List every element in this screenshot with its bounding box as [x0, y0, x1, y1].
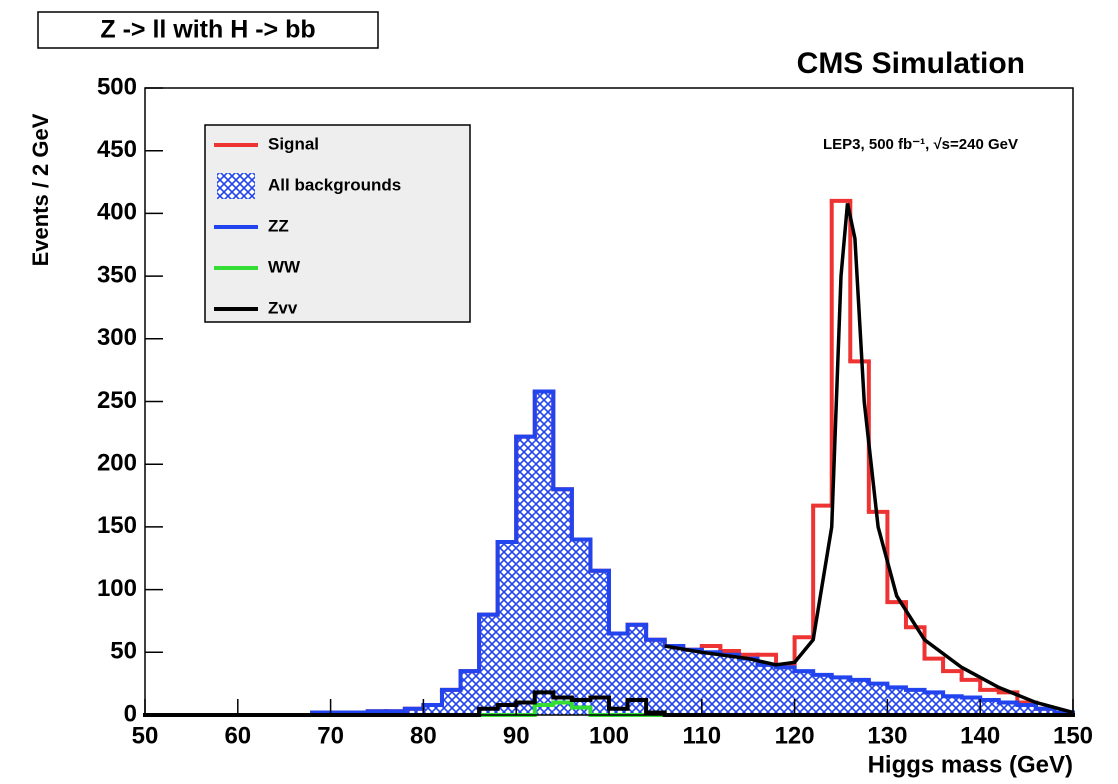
histogram-bar: [961, 697, 981, 715]
fit-curve: [664, 203, 1074, 715]
histogram-bar: [441, 689, 461, 715]
histogram-bar: [404, 708, 424, 715]
histogram-bar: [813, 674, 832, 715]
y-tick-label: 500: [97, 73, 137, 100]
x-tick-label: 80: [410, 722, 437, 749]
histogram-bar: [701, 652, 721, 715]
histogram-bar: [794, 671, 814, 715]
y-tick-label: 150: [97, 512, 137, 539]
histogram-bar: [738, 658, 758, 715]
histogram-bar: [924, 692, 944, 715]
legend-box: [204, 124, 471, 323]
histogram-bar: [980, 699, 999, 715]
histogram-bar: [646, 639, 665, 715]
histogram-bar: [534, 391, 554, 715]
legend-label: Signal: [268, 134, 319, 153]
histogram-bar: [831, 677, 851, 715]
x-tick-label: 140: [960, 722, 1000, 749]
histogram-bar: [776, 667, 795, 715]
histogram-bar: [905, 689, 925, 715]
legend-label: ZZ: [268, 216, 289, 235]
y-tick-label: 450: [97, 136, 137, 163]
histogram-bar: [887, 687, 906, 715]
y-tick-label: 350: [97, 261, 137, 288]
x-axis-label: Higgs mass (GeV): [868, 751, 1073, 778]
histogram-bar: [497, 541, 517, 715]
legend: Signal All backgrounds ZZ WW Zvv: [214, 134, 401, 317]
histogram-bar: [943, 696, 962, 715]
histogram-bar: [1035, 708, 1055, 715]
histogram-bar: [479, 614, 498, 715]
title-box: [37, 11, 379, 49]
x-tick-label: 120: [775, 722, 815, 749]
x-tick-label: 110: [682, 722, 721, 749]
legend-label: Zvv: [268, 298, 298, 317]
x-tick-label: 90: [503, 722, 530, 749]
y-axis-label: Events / 2 GeV: [28, 113, 53, 266]
histogram-bar: [553, 489, 572, 715]
x-tick-label: 150: [1053, 722, 1093, 749]
x-tick-label: 50: [132, 722, 159, 749]
histogram-bar: [720, 654, 739, 715]
x-tick-label: 130: [867, 722, 907, 749]
chart-title: Z -> ll with H -> bb: [100, 16, 315, 44]
legend-label: WW: [268, 257, 301, 276]
y-tick-label: 300: [97, 324, 137, 351]
y-tick-label: 200: [97, 450, 137, 477]
legend-label: All backgrounds: [268, 175, 401, 194]
histogram-bar: [868, 683, 888, 715]
x-tick-label: 100: [589, 722, 629, 749]
histogram-bar: [590, 570, 609, 715]
y-tick-label: 0: [124, 700, 137, 727]
annotation: LEP3, 500 fb⁻¹, √s=240 GeV: [823, 136, 1018, 153]
y-tick-label: 250: [97, 387, 137, 414]
histogram-bar: [571, 539, 591, 715]
histogram-bar: [609, 633, 628, 715]
histogram-bar: [460, 671, 480, 715]
histogram-bar: [664, 646, 684, 715]
x-tick-label: 60: [224, 722, 251, 749]
histogram-bar: [683, 649, 702, 715]
histogram-bar: [757, 664, 777, 715]
histogram-bar: [1017, 704, 1036, 715]
histogram-bar: [423, 704, 442, 715]
y-tick-label: 400: [97, 199, 137, 226]
y-tick-label: 50: [110, 638, 137, 665]
histogram-bar: [516, 436, 535, 715]
legend-swatch: [217, 173, 255, 199]
chart-subtitle: CMS Simulation: [797, 47, 1025, 80]
x-tick-label: 70: [317, 722, 344, 749]
histogram-bar: [850, 679, 869, 715]
histogram-bar: [627, 624, 647, 715]
histogram-bar: [998, 702, 1018, 715]
y-tick-label: 100: [97, 575, 137, 602]
